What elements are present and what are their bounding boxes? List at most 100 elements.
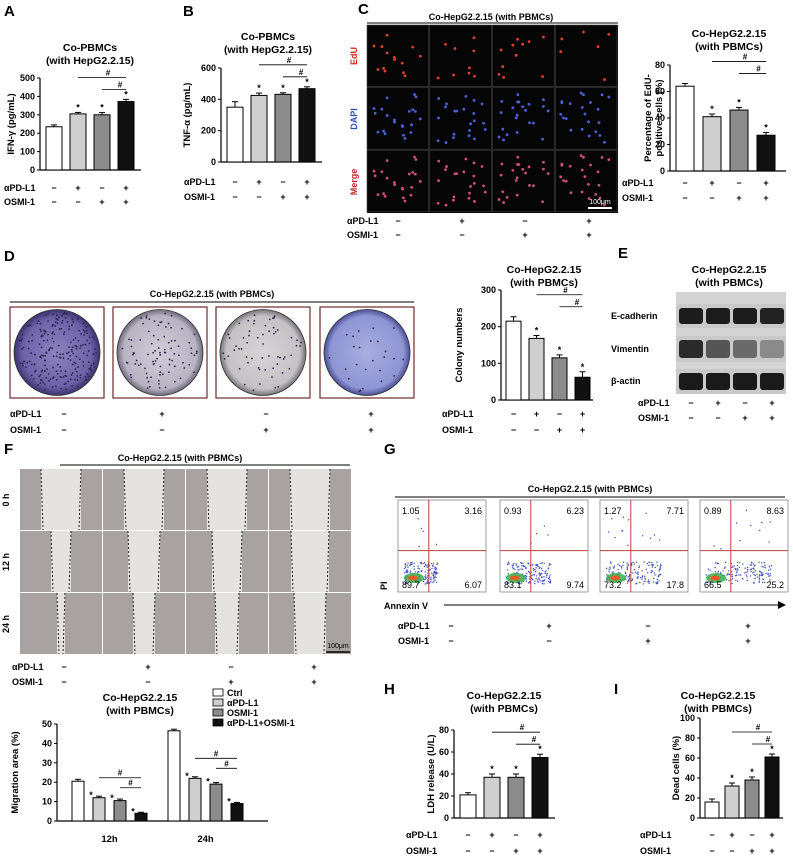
D-title-2: (with PBMCs) <box>510 277 578 289</box>
A-hash-0: # <box>106 68 111 77</box>
B-ylabel-0: TNF-α (pg/mL) <box>182 83 193 148</box>
d-colony-dot <box>276 363 279 366</box>
g-event-dot <box>437 562 439 564</box>
d-colony-dot <box>144 367 146 370</box>
c-cell-dot <box>418 180 422 183</box>
c-cell-dot <box>569 191 573 195</box>
g-event-dot <box>744 567 746 569</box>
g-event-dot <box>647 579 650 581</box>
c-cell-dot <box>437 116 440 120</box>
c-cell-dot <box>383 69 387 73</box>
d-colony-dot <box>253 319 256 322</box>
d-colony-dot <box>37 384 39 386</box>
c-cell-dot <box>467 196 471 200</box>
d-colony-dot <box>376 340 379 343</box>
c-cell-dot <box>410 186 414 189</box>
d-colony-dot <box>52 366 54 369</box>
g-event-dot <box>534 580 536 582</box>
g-event-dot <box>522 562 524 564</box>
d-colony-dot <box>238 367 241 370</box>
D-ytick-label-2: 200 <box>481 322 496 332</box>
c-cell-dot <box>497 198 501 201</box>
d-colony-dot <box>95 351 97 354</box>
d-colony-dot <box>168 363 171 366</box>
d-colony-dot <box>148 318 151 321</box>
c-cell-dot <box>418 54 422 58</box>
g-event-dot <box>723 567 726 570</box>
g-event-dot <box>608 569 610 571</box>
d-colony-dot <box>78 329 80 332</box>
d-colony-dot <box>30 374 33 377</box>
colony-dishes: Co-HepG2.2.15 (with PBMCs) αPD-L1 OSMI-1 −… <box>9 289 415 435</box>
g-event-dot <box>435 543 438 546</box>
d-colony-dot <box>71 318 74 321</box>
c-scale-bar: 100μm <box>589 199 611 206</box>
c-cell-dot <box>445 165 448 168</box>
d-colony-dot <box>300 341 302 344</box>
C-bar-3 <box>756 134 776 172</box>
d-colony-dot <box>54 325 57 327</box>
d-colony-dot <box>92 353 95 356</box>
g-event-dot <box>754 574 757 577</box>
e-sign-osmi-3: + <box>769 413 774 423</box>
d-colony-dot <box>156 357 159 360</box>
c-cell-dot <box>444 105 447 109</box>
e-band-1-0 <box>679 340 703 358</box>
d-colony-dot <box>86 339 88 342</box>
H-sign-osmi-2: + <box>513 846 518 856</box>
A-star-1: * <box>76 102 80 112</box>
g-q-ur-1: 6.23 <box>566 506 584 516</box>
d-colony-dot <box>295 344 298 347</box>
d-colony-dot <box>62 376 65 378</box>
d-colony-dot <box>43 370 46 373</box>
g-event-dot <box>543 583 545 585</box>
H-ytick-label-0: 0 <box>444 813 449 823</box>
g-q-lr-0: 6.07 <box>464 580 482 590</box>
g-event-dot <box>659 566 661 568</box>
B-star-3: * <box>305 77 309 87</box>
d-colony-dot <box>27 347 30 350</box>
g-event-dot <box>612 571 614 573</box>
c-cell-dot <box>580 105 584 109</box>
g-event-dot <box>646 563 648 565</box>
d-colony-dot <box>27 340 30 343</box>
g-event-dot <box>405 581 408 583</box>
I-ytick-label-1: 20 <box>685 793 695 803</box>
d-colony-dot <box>48 348 51 351</box>
d-colony-dot <box>181 327 183 330</box>
d-colony-dot <box>63 331 66 333</box>
c-cell-dot <box>582 155 585 159</box>
d-colony-dot <box>58 328 61 330</box>
C-bar-2 <box>729 109 749 172</box>
g-event-dot <box>528 580 531 583</box>
d-dish-2 <box>219 309 307 396</box>
d-colony-dot <box>66 321 69 323</box>
F-xlabel-1: 24h <box>197 834 214 845</box>
g-q-ur-2: 7.71 <box>666 506 684 516</box>
c-cell-dot <box>436 139 440 143</box>
g-event-dot <box>417 583 419 585</box>
g-event-dot <box>418 545 420 548</box>
g-event-dot <box>410 561 412 564</box>
c-tile-2-1 <box>429 149 492 213</box>
I-sign-pdl1-3: + <box>769 830 774 840</box>
g-event-dot <box>609 567 611 569</box>
g-event-dot <box>625 574 627 577</box>
g-event-dot <box>406 569 408 571</box>
g-event-dot <box>753 568 755 570</box>
g-event-dot <box>404 582 407 584</box>
c-cell-dot <box>589 163 592 167</box>
B-label-pdl1: αPD-L1 <box>184 177 216 187</box>
c-cell-dot <box>517 100 521 104</box>
d-colony-dot <box>85 378 87 381</box>
c-cell-dot <box>511 106 515 110</box>
g-event-dot <box>750 524 752 527</box>
c-cell-dot <box>562 179 565 182</box>
g-event-dot <box>764 567 767 569</box>
f-sign-pdl1-1: + <box>145 662 150 672</box>
D-ytick-label-3: 300 <box>481 285 496 295</box>
g-event-dot <box>734 567 736 570</box>
B-bar-0 <box>226 106 244 163</box>
g-event-dot <box>717 510 719 512</box>
d-colony-dot <box>165 326 167 328</box>
